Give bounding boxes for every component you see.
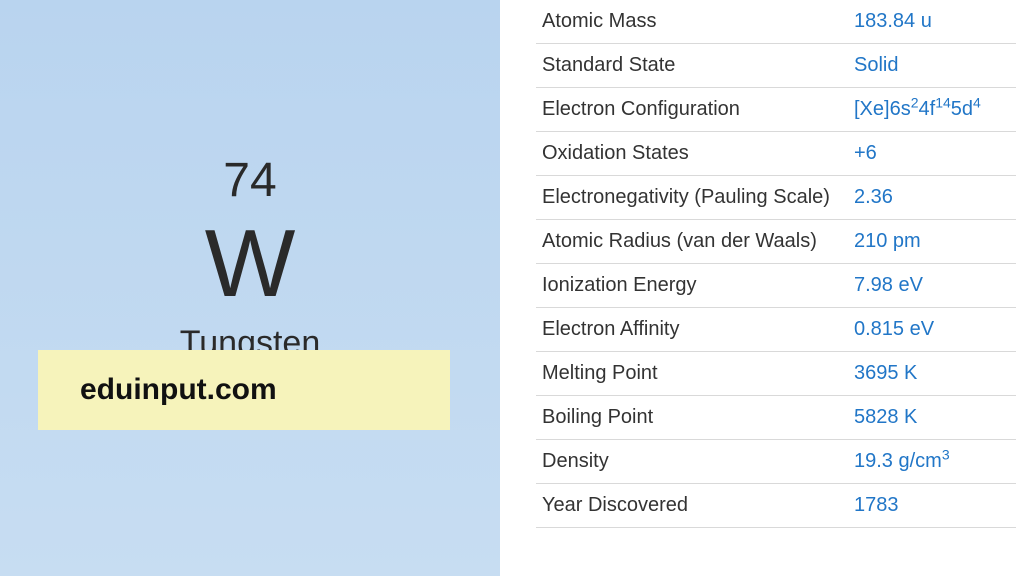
property-value: 19.3 g/cm3: [848, 440, 1016, 484]
property-value: 0.815 eV: [848, 308, 1016, 352]
property-row: Ionization Energy7.98 eV: [536, 264, 1016, 308]
property-value: Solid: [848, 44, 1016, 88]
property-label: Atomic Radius (van der Waals): [536, 220, 848, 264]
property-label: Electronegativity (Pauling Scale): [536, 176, 848, 220]
property-value: 3695 K: [848, 352, 1016, 396]
property-label: Year Discovered: [536, 484, 848, 528]
property-value: 5828 K: [848, 396, 1016, 440]
property-value: 210 pm: [848, 220, 1016, 264]
property-row: Atomic Mass183.84 u: [536, 0, 1016, 44]
property-label: Electron Affinity: [536, 308, 848, 352]
property-row: Year Discovered1783: [536, 484, 1016, 528]
property-value: 183.84 u: [848, 0, 1016, 44]
property-label: Melting Point: [536, 352, 848, 396]
property-row: Boiling Point5828 K: [536, 396, 1016, 440]
element-symbol: W: [205, 216, 296, 312]
property-row: Oxidation States+6: [536, 132, 1016, 176]
property-value: +6: [848, 132, 1016, 176]
property-label: Electron Configuration: [536, 88, 848, 132]
properties-panel: Atomic Mass183.84 uStandard StateSolidEl…: [500, 0, 1024, 576]
property-value: [Xe]6s24f145d4: [848, 88, 1016, 132]
property-row: Density19.3 g/cm3: [536, 440, 1016, 484]
watermark-banner: eduinput.com: [38, 350, 450, 430]
atomic-number: 74: [223, 153, 276, 208]
property-row: Electron Configuration[Xe]6s24f145d4: [536, 88, 1016, 132]
property-row: Atomic Radius (van der Waals)210 pm: [536, 220, 1016, 264]
property-label: Standard State: [536, 44, 848, 88]
property-label: Boiling Point: [536, 396, 848, 440]
property-label: Density: [536, 440, 848, 484]
property-value: 2.36: [848, 176, 1016, 220]
property-label: Ionization Energy: [536, 264, 848, 308]
property-row: Standard StateSolid: [536, 44, 1016, 88]
property-value: 1783: [848, 484, 1016, 528]
watermark-text: eduinput.com: [80, 373, 277, 407]
property-value: 7.98 eV: [848, 264, 1016, 308]
property-row: Electronegativity (Pauling Scale)2.36: [536, 176, 1016, 220]
element-tile: 74 W Tungsten eduinput.com: [0, 0, 500, 576]
property-row: Electron Affinity0.815 eV: [536, 308, 1016, 352]
property-label: Atomic Mass: [536, 0, 848, 44]
property-label: Oxidation States: [536, 132, 848, 176]
properties-table: Atomic Mass183.84 uStandard StateSolidEl…: [536, 0, 1016, 528]
property-row: Melting Point3695 K: [536, 352, 1016, 396]
